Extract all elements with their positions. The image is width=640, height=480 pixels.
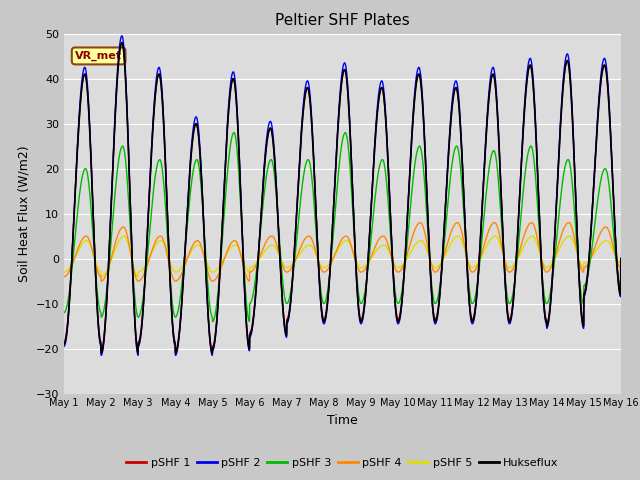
X-axis label: Time: Time [327,414,358,427]
Y-axis label: Soil Heat Flux (W/m2): Soil Heat Flux (W/m2) [17,145,30,282]
Legend: pSHF 1, pSHF 2, pSHF 3, pSHF 4, pSHF 5, Hukseflux: pSHF 1, pSHF 2, pSHF 3, pSHF 4, pSHF 5, … [122,453,563,472]
Text: VR_met: VR_met [75,51,122,61]
Title: Peltier SHF Plates: Peltier SHF Plates [275,13,410,28]
